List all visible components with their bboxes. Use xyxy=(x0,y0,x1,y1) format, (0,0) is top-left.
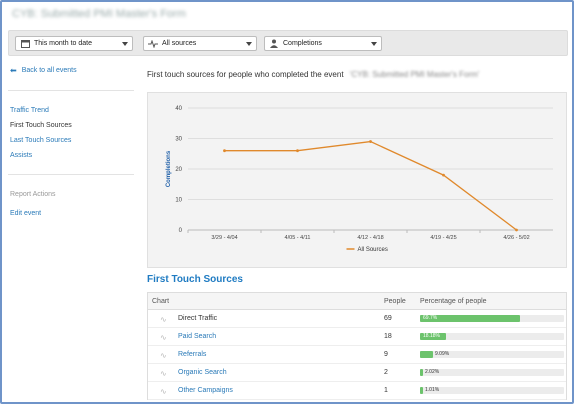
table-row: ∿ Direct Traffic 69 69.7% xyxy=(148,310,566,328)
date-range-label: This month to date xyxy=(34,40,92,47)
line-chart: 0 10 20 30 40 3/29 - 4/04 4/05 - 4/11 4/12 - 4/… xyxy=(147,92,567,268)
percentage-bar: 18.18% xyxy=(420,333,564,340)
percentage-fill xyxy=(420,351,433,358)
data-point xyxy=(296,149,299,153)
data-point xyxy=(515,228,518,232)
table-header: Chart People Percentage of people xyxy=(148,293,566,310)
header-percentage: Percentage of people xyxy=(420,298,487,305)
metric-dropdown[interactable]: Completions xyxy=(264,36,382,51)
table-row: ∿ Referrals 9 9.09% xyxy=(148,346,566,364)
chevron-down-icon xyxy=(122,41,128,46)
table-row: ∿ Other Campaigns 1 1.01% xyxy=(148,382,566,400)
event-name: 'CYB: Submitted PMI Master's Form' xyxy=(349,70,480,79)
source-name: Direct Traffic xyxy=(178,315,218,322)
person-icon xyxy=(269,39,279,49)
chart-canvas: 0 10 20 30 40 3/29 - 4/04 4/05 - 4/11 4/12 - 4/… xyxy=(166,106,553,253)
percentage-fill xyxy=(420,369,423,376)
percentage-fill xyxy=(420,333,446,340)
x-tick-label: 4/26 - 5/02 xyxy=(503,235,529,241)
sources-dropdown[interactable]: All sources xyxy=(143,36,257,51)
source-name[interactable]: Other Campaigns xyxy=(178,387,233,394)
percentage-label: 9.09% xyxy=(435,351,450,357)
y-tick-label: 0 xyxy=(179,228,183,234)
sidebar-item-last-touch-sources[interactable]: Last Touch Sources xyxy=(10,137,72,144)
percentage-label: 18.18% xyxy=(423,333,440,339)
percentage-label: 69.7% xyxy=(423,315,438,321)
percentage-bar: 69.7% xyxy=(420,315,564,322)
percentage-fill xyxy=(420,387,423,394)
report-heading: First touch sources for people who compl… xyxy=(147,70,479,79)
chevron-down-icon xyxy=(371,41,377,46)
people-count: 18 xyxy=(384,333,392,340)
sidebar-item-traffic-trend[interactable]: Traffic Trend xyxy=(10,107,49,114)
y-tick-label: 30 xyxy=(175,137,182,143)
divider xyxy=(8,174,134,175)
x-tick-label: 4/19 - 4/25 xyxy=(430,235,456,241)
sources-label: All sources xyxy=(162,40,197,47)
filter-toolbar: This month to date All sources Completio… xyxy=(8,30,568,56)
percentage-bar: 1.01% xyxy=(420,387,564,394)
y-tick-label: 40 xyxy=(175,106,182,112)
header-people: People xyxy=(384,298,406,305)
people-count: 1 xyxy=(384,387,388,394)
report-actions-label: Report Actions xyxy=(10,191,56,198)
sparkline-icon: ∿ xyxy=(160,315,167,324)
percentage-bar: 2.02% xyxy=(420,369,564,376)
arrow-left-icon: ⬅ xyxy=(10,66,17,75)
sidebar: ⬅ Back to all events Traffic Trend First… xyxy=(8,62,134,402)
pulse-icon xyxy=(148,39,158,49)
y-tick-label: 20 xyxy=(175,167,182,173)
people-count: 69 xyxy=(384,315,392,322)
percentage-label: 2.02% xyxy=(425,369,440,375)
back-link[interactable]: ⬅ Back to all events xyxy=(10,66,77,75)
people-count: 2 xyxy=(384,369,388,376)
sidebar-item-first-touch-sources[interactable]: First Touch Sources xyxy=(10,122,72,129)
sparkline-icon: ∿ xyxy=(160,369,167,378)
legend-label: All Sources xyxy=(358,247,388,253)
edit-event-link[interactable]: Edit event xyxy=(10,210,42,217)
source-name[interactable]: Organic Search xyxy=(178,369,227,376)
page-title: CYB: Submitted PMI Master's Form xyxy=(12,8,186,20)
y-tick-label: 10 xyxy=(175,198,182,204)
data-point xyxy=(442,173,445,177)
metric-label: Completions xyxy=(283,40,322,47)
source-name[interactable]: Paid Search xyxy=(178,333,217,340)
sparkline-icon: ∿ xyxy=(160,351,167,360)
table-row: ∿ Organic Search 2 2.02% xyxy=(148,364,566,382)
source-name[interactable]: Referrals xyxy=(178,351,207,358)
x-tick-label: 4/05 - 4/11 xyxy=(285,235,311,241)
data-point xyxy=(223,149,226,153)
sparkline-icon: ∿ xyxy=(160,387,167,396)
divider xyxy=(8,90,134,91)
back-label: Back to all events xyxy=(21,67,77,74)
data-point xyxy=(369,140,372,143)
section-title: First Touch Sources xyxy=(147,274,243,285)
series-line xyxy=(224,140,517,231)
x-tick-label: 4/12 - 4/18 xyxy=(357,235,383,241)
heading-text: First touch sources for people who compl… xyxy=(147,70,344,79)
date-range-dropdown[interactable]: This month to date xyxy=(15,36,133,51)
sidebar-item-assists[interactable]: Assists xyxy=(10,152,33,159)
header-chart: Chart xyxy=(152,298,170,305)
y-axis-label: Completions xyxy=(166,150,172,187)
percentage-label: 1.01% xyxy=(425,387,440,393)
sparkline-icon: ∿ xyxy=(160,333,167,342)
calendar-icon xyxy=(20,39,30,49)
percentage-bar: 9.09% xyxy=(420,351,564,358)
x-tick-label: 3/29 - 4/04 xyxy=(211,235,237,241)
table-row: ∿ Paid Search 18 18.18% xyxy=(148,328,566,346)
sources-table: Chart People Percentage of people ∿ Direc… xyxy=(147,292,567,400)
people-count: 9 xyxy=(384,351,388,358)
percentage-fill xyxy=(420,315,520,322)
chevron-down-icon xyxy=(246,41,252,46)
